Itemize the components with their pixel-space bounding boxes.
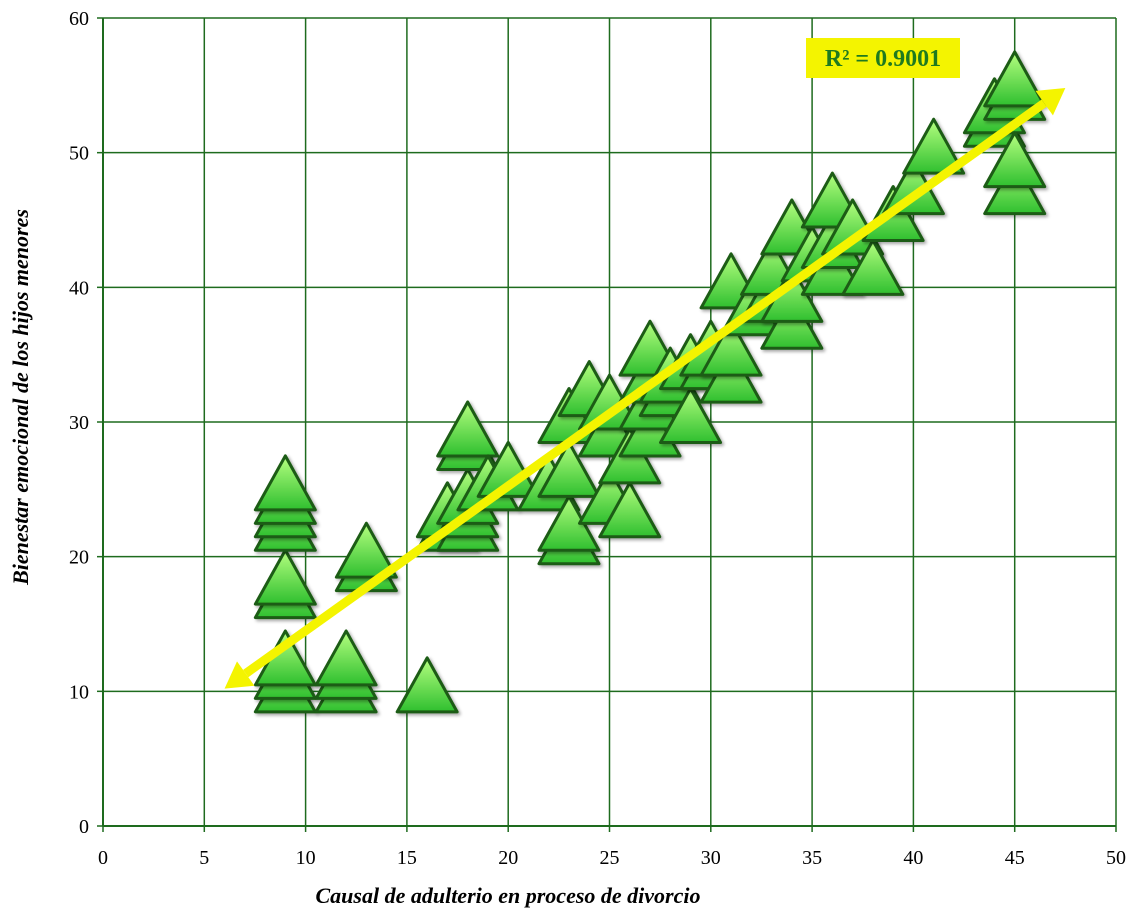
x-tick-label: 35 (802, 847, 822, 869)
data-point (537, 440, 601, 498)
data-point (395, 656, 459, 714)
trendline-arrowhead-start (224, 661, 255, 689)
x-tick-label: 0 (98, 847, 108, 869)
x-tick-label: 10 (296, 847, 316, 869)
y-tick-label: 50 (69, 143, 89, 165)
x-tick-label: 25 (600, 847, 620, 869)
data-point (334, 521, 398, 579)
data-point (253, 454, 317, 512)
x-tick-label: 20 (498, 847, 518, 869)
x-tick-label: 50 (1106, 847, 1126, 869)
data-point (476, 440, 540, 498)
trendline-arrowhead-end (1035, 88, 1066, 116)
y-tick-label: 10 (69, 681, 89, 703)
x-tick-label: 45 (1005, 847, 1025, 869)
x-tick-label: 15 (397, 847, 417, 869)
data-point (659, 387, 723, 445)
data-point (598, 481, 662, 539)
data-point (983, 50, 1047, 108)
r-squared-label: R² = 0.9001 (825, 46, 941, 72)
data-point (314, 629, 378, 687)
y-tick-label: 0 (79, 816, 89, 838)
x-tick-label: 30 (701, 847, 721, 869)
y-tick-label: 20 (69, 547, 89, 569)
data-point (902, 117, 966, 175)
r-squared-annotation: R² = 0.9001 (806, 38, 960, 78)
y-tick-label: 40 (69, 277, 89, 299)
data-point (436, 400, 500, 458)
y-tick-label: 60 (69, 8, 89, 30)
r-squared-box (806, 38, 960, 78)
data-point (699, 319, 763, 377)
trendline-shaft (243, 99, 1047, 678)
x-tick-label: 40 (903, 847, 923, 869)
data-point (841, 238, 905, 296)
x-tick-label: 5 (199, 847, 209, 869)
y-tick-label: 30 (69, 412, 89, 434)
data-point (983, 131, 1047, 189)
data-point (253, 548, 317, 606)
tick-labels: 0 5 10 15 20 25 30 35 40 45 50 0 10 20 30 40 50 60 (69, 8, 1126, 869)
y-axis-title: Bienestar emocional de los hijos menores (8, 209, 33, 586)
x-axis-title: Causal de adulterio en proceso de divorc… (316, 883, 701, 908)
trendline (224, 88, 1066, 689)
